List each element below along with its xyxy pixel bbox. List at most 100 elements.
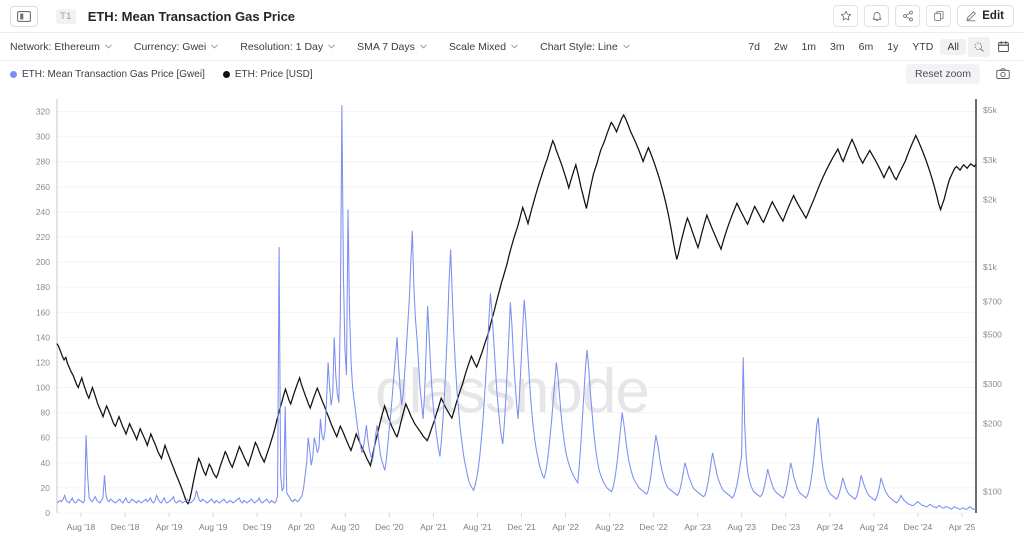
filter-scale[interactable]: Scale Mixed (449, 41, 518, 53)
star-icon (840, 10, 851, 21)
svg-text:Aug '22: Aug '22 (595, 522, 624, 532)
svg-text:Dec '23: Dec '23 (772, 522, 801, 532)
page-title: ETH: Mean Transaction Gas Price (87, 8, 296, 24)
legend-item-eth-price[interactable]: ETH: Price [USD] (222, 68, 313, 80)
duplicate-button[interactable] (926, 5, 952, 27)
range-1y[interactable]: 1y (887, 40, 899, 53)
panel-layout-glyph (17, 10, 31, 22)
chevron-down-icon (511, 44, 518, 49)
legend-label-eth-price: ETH: Price [USD] (234, 68, 313, 80)
svg-text:Aug '23: Aug '23 (727, 522, 756, 532)
range-2w[interactable]: 2w (774, 40, 788, 53)
svg-text:160: 160 (36, 307, 50, 317)
svg-text:0: 0 (45, 508, 50, 518)
filter-network[interactable]: Network: Ethereum (10, 41, 112, 53)
chevron-down-icon (623, 44, 630, 49)
svg-text:260: 260 (36, 182, 50, 192)
svg-text:Apr '20: Apr '20 (288, 522, 315, 532)
legend-dot-gas-price (10, 70, 17, 78)
svg-text:240: 240 (36, 207, 50, 217)
chevron-down-icon (420, 44, 427, 49)
y-axis-right: $100 $200 $300 $500 $700 $1k $2k $3k $5k (975, 99, 1002, 513)
svg-text:100: 100 (36, 383, 50, 393)
chevron-down-icon (328, 44, 335, 49)
chart-legend: ETH: Mean Transaction Gas Price [Gwei] E… (0, 61, 1024, 87)
svg-text:Aug '19: Aug '19 (199, 522, 228, 532)
series-line-eth-price (56, 113, 977, 505)
calendar-glyph (997, 40, 1009, 53)
svg-text:60: 60 (41, 433, 51, 443)
chart-svg[interactable]: glassnode 0 20 40 60 80 100 120 140 160 180 200 220… (0, 87, 1024, 559)
svg-text:$3k: $3k (983, 155, 997, 165)
filter-sma-label: SMA 7 Days (357, 40, 415, 53)
filter-currency[interactable]: Currency: Gwei (134, 41, 218, 53)
svg-text:$5k: $5k (983, 105, 997, 115)
svg-text:320: 320 (36, 107, 50, 117)
range-ytd[interactable]: YTD (912, 40, 934, 53)
svg-text:Dec '24: Dec '24 (904, 522, 933, 532)
legend-item-gas-price[interactable]: ETH: Mean Transaction Gas Price [Gwei] (10, 69, 205, 80)
svg-text:200: 200 (36, 257, 50, 267)
svg-text:Apr '25: Apr '25 (949, 522, 976, 532)
filter-bar: Network: Ethereum Currency: Gwei Resolut… (0, 33, 1024, 61)
svg-text:20: 20 (41, 483, 51, 493)
filter-resolution[interactable]: Resolution: 1 Day (240, 41, 335, 53)
svg-text:Aug '24: Aug '24 (860, 522, 889, 532)
svg-text:300: 300 (36, 132, 50, 142)
filter-chart-style[interactable]: Chart Style: Line (540, 41, 630, 53)
x-axis: Aug '18 Dec '18 Apr '19 Aug '19 Dec '19 Apr '… (67, 513, 976, 532)
svg-text:Aug '20: Aug '20 (331, 522, 360, 532)
svg-text:180: 180 (36, 282, 50, 292)
range-all[interactable]: All (940, 38, 966, 55)
range-7d[interactable]: 7d (748, 40, 761, 53)
zoom-select-glyph (974, 42, 984, 52)
zoom-select-icon[interactable] (968, 36, 990, 57)
legend-dot-eth-price (222, 70, 230, 78)
alerts-button[interactable] (864, 5, 890, 27)
share-icon (902, 10, 913, 22)
chart-gridlines (57, 111, 976, 514)
share-button[interactable] (895, 5, 921, 27)
range-6m[interactable]: 6m (858, 40, 874, 53)
svg-text:80: 80 (41, 408, 51, 418)
svg-text:140: 140 (36, 332, 50, 342)
pencil-icon (966, 11, 977, 22)
svg-text:$1k: $1k (983, 262, 997, 272)
range-3m[interactable]: 3m (830, 40, 845, 53)
svg-text:120: 120 (36, 357, 50, 367)
chevron-down-icon (105, 44, 112, 49)
svg-text:Apr '21: Apr '21 (420, 522, 447, 532)
favorite-button[interactable] (833, 5, 859, 27)
svg-text:Dec '20: Dec '20 (375, 522, 404, 532)
svg-text:Apr '23: Apr '23 (684, 522, 711, 532)
svg-text:$300: $300 (983, 379, 1002, 389)
edit-button[interactable]: Edit (957, 5, 1014, 27)
chart-area[interactable]: glassnode 0 20 40 60 80 100 120 140 160 180 200 220… (0, 87, 1024, 559)
svg-text:220: 220 (36, 232, 50, 242)
glassnode-watermark: glassnode (375, 357, 649, 426)
filter-resolution-label: Resolution: 1 Day (240, 40, 324, 53)
camera-glyph (996, 68, 1010, 79)
time-range-selector: 7d 2w 1m 3m 6m 1y YTD All (741, 36, 1014, 57)
calendar-icon[interactable] (992, 37, 1014, 57)
filter-network-label: Network: Ethereum (10, 40, 100, 53)
filter-sma[interactable]: SMA 7 Days (357, 41, 427, 53)
tier-badge: T1 (56, 8, 76, 24)
svg-text:$200: $200 (983, 419, 1002, 429)
range-1m[interactable]: 1m (801, 40, 817, 53)
reset-zoom-button[interactable]: Reset zoom (905, 64, 980, 84)
svg-text:$700: $700 (983, 297, 1002, 307)
svg-text:Dec '19: Dec '19 (243, 522, 272, 532)
svg-text:Dec '18: Dec '18 (111, 522, 140, 532)
svg-text:Dec '22: Dec '22 (639, 522, 668, 532)
svg-text:$500: $500 (983, 329, 1002, 339)
camera-icon[interactable] (992, 64, 1014, 83)
filter-scale-label: Scale Mixed (448, 40, 507, 53)
legend-label-gas-price: ETH: Mean Transaction Gas Price [Gwei] (22, 68, 205, 80)
panel-layout-icon[interactable] (10, 5, 38, 27)
chevron-down-icon (211, 44, 218, 49)
svg-text:$2k: $2k (983, 194, 997, 204)
svg-text:40: 40 (41, 458, 51, 468)
svg-text:Apr '24: Apr '24 (817, 522, 844, 532)
filter-currency-label: Currency: Gwei (133, 40, 207, 53)
